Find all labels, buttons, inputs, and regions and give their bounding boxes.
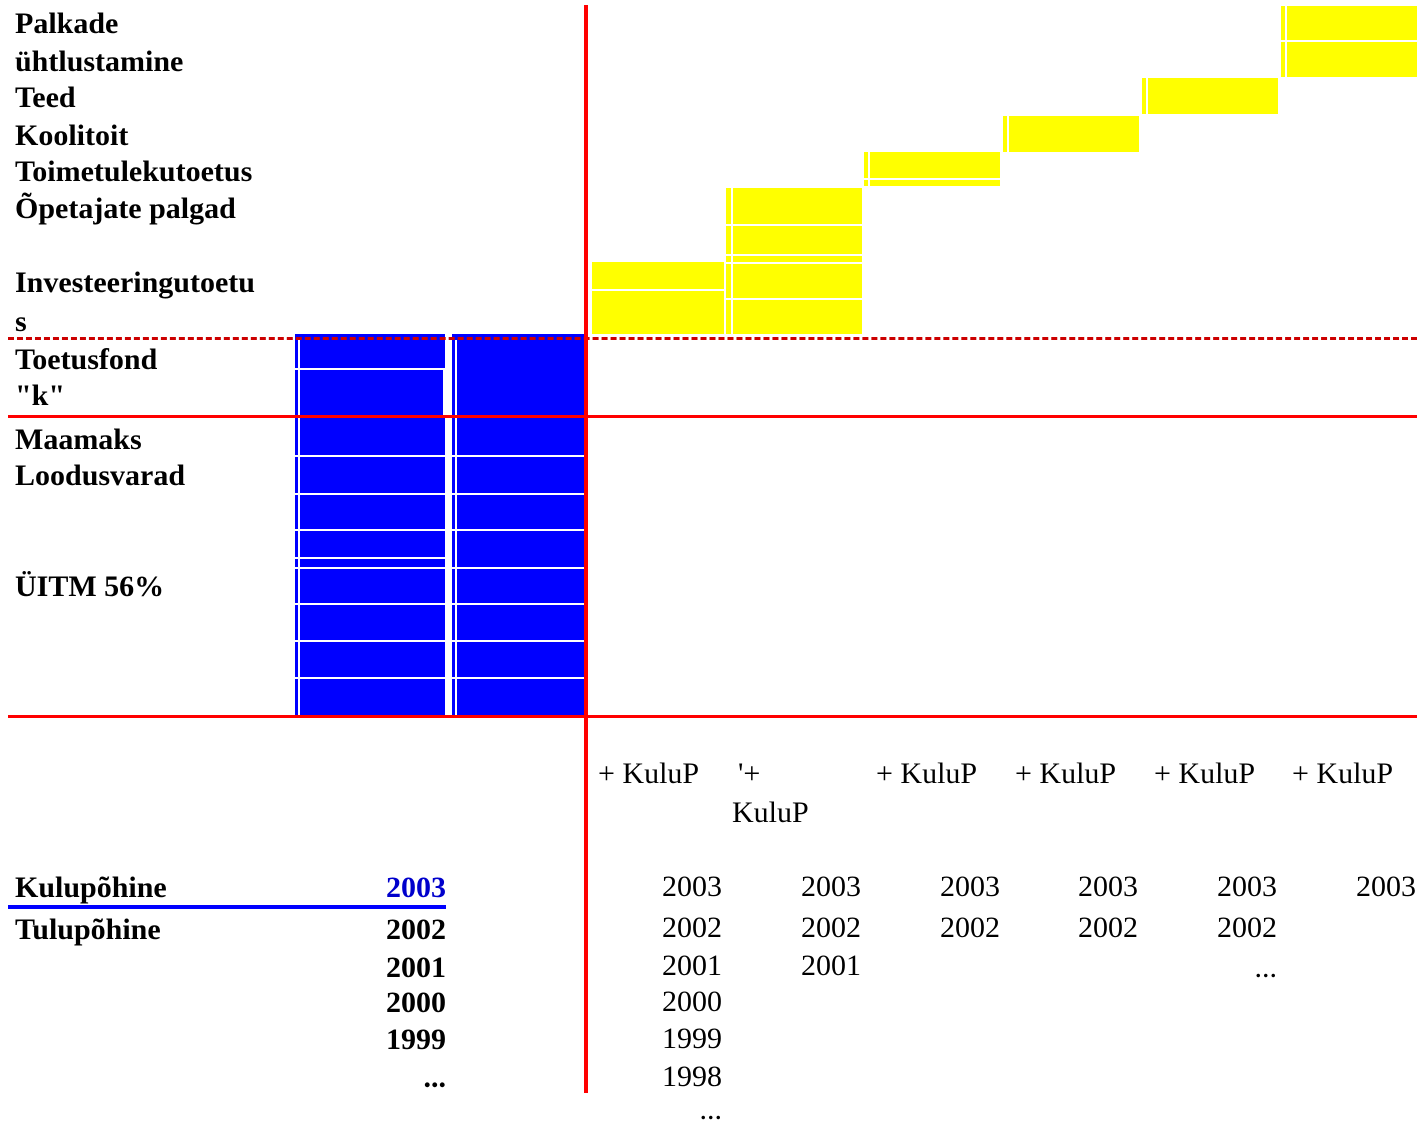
col3-header: + KuluP (876, 757, 978, 790)
yellow-grid-line (864, 178, 1000, 180)
label-kulupohine: Kulupõhine (15, 871, 167, 904)
left-year-2001: 2001 (386, 951, 446, 984)
blue-grid-vline (443, 368, 445, 418)
col2-header-line2: KuluP (732, 796, 809, 829)
label-toimetulekutoetus: Toimetulekutoetus (15, 155, 253, 188)
yellow-block-koolitoit (1003, 116, 1139, 152)
col4-year: 2003 (1078, 870, 1138, 903)
label-toetusfond: Toetusfond (15, 343, 158, 376)
label-maamaks: Maamaks (15, 423, 142, 456)
label-koolitoit: Koolitoit (15, 119, 129, 152)
col4-header: + KuluP (1015, 757, 1117, 790)
blue-column-left (295, 334, 445, 716)
blue-grid-line (295, 368, 445, 370)
blue-grid-line (295, 529, 584, 531)
yellow-grid-line (726, 262, 862, 264)
blue-grid-line (295, 603, 584, 605)
col1-year: 2000 (662, 985, 722, 1018)
blue-grid-line (295, 677, 584, 679)
yellow-grid-vline (868, 152, 870, 186)
label-loodusvarad: Loodusvarad (15, 459, 186, 492)
yellow-grid-vline (731, 188, 733, 334)
col5-year: 2003 (1217, 870, 1277, 903)
kulupohine-underline (8, 905, 446, 909)
left-year-1999: 1999 (386, 1023, 446, 1056)
label-investeeringutoetus: Investeeringutoetu (15, 266, 255, 299)
yellow-block-toimetulekutoetus (864, 152, 1000, 186)
blue-grid-line (295, 493, 584, 495)
blue-grid-vline (298, 340, 300, 716)
yellow-block-opetajate-palgad (726, 188, 862, 334)
label-investeeringutoetus-s: s (15, 305, 27, 338)
yellow-grid-line (726, 224, 862, 226)
col1-year: 1999 (662, 1022, 722, 1055)
col2-year: 2001 (801, 949, 861, 982)
blue-grid-line (295, 455, 445, 457)
col4-year: 2002 (1078, 911, 1138, 944)
col1-year: 2001 (662, 949, 722, 982)
blue-column-right (452, 334, 584, 716)
blue-grid-line (295, 640, 584, 642)
label-uhtlustamine: ühtlustamine (15, 45, 184, 78)
label-teed: Teed (15, 81, 76, 114)
blue-grid-line (295, 567, 584, 569)
left-year-2002: 2002 (386, 913, 446, 946)
yellow-grid-vline (1285, 6, 1287, 77)
col1-header: + KuluP (598, 757, 700, 790)
col3-year: 2003 (940, 870, 1000, 903)
divider-red-top (8, 415, 1417, 418)
col6-header: + KuluP (1292, 757, 1394, 790)
col5-year: 2002 (1217, 911, 1277, 944)
yellow-grid-vline (1007, 116, 1009, 152)
left-year-2000: 2000 (386, 986, 446, 1019)
col1-year: 2003 (662, 870, 722, 903)
col1-year-ellipsis: ... (699, 1093, 723, 1126)
col2-header-line1: '+ (738, 757, 761, 790)
blue-grid-line (295, 557, 445, 559)
divider-red-bottom (8, 715, 1417, 718)
divider-dotted (8, 337, 1417, 340)
col6-year: 2003 (1356, 870, 1416, 903)
col5-header: + KuluP (1154, 757, 1256, 790)
yellow-block-teed (1142, 78, 1278, 114)
axis-red-vertical (584, 5, 588, 1093)
col1-year: 2002 (662, 911, 722, 944)
left-year-2003: 2003 (386, 871, 446, 904)
yellow-grid-line (592, 289, 724, 291)
col5-year-ellipsis: ... (1254, 951, 1278, 984)
yellow-grid-line (726, 254, 862, 256)
blue-grid-vline (455, 340, 457, 716)
label-toetusfond-k: "k" (15, 379, 65, 412)
blue-grid-line (452, 455, 584, 457)
label-uitm: ÜITM 56% (15, 570, 165, 603)
label-palkade: Palkade (15, 7, 119, 40)
col2-year: 2002 (801, 911, 861, 944)
yellow-grid-line (726, 298, 862, 300)
label-tulupohine: Tulupõhine (15, 913, 161, 946)
label-opetajate-palgad: Õpetajate palgad (15, 192, 236, 225)
yellow-grid-line (1281, 40, 1417, 42)
col3-year: 2002 (940, 911, 1000, 944)
yellow-block-investeeringutoetus (592, 262, 724, 334)
yellow-grid-vline (1146, 78, 1148, 114)
col1-year: 1998 (662, 1060, 722, 1093)
col2-year: 2003 (801, 870, 861, 903)
left-year-ellipsis: ... (423, 1061, 447, 1094)
